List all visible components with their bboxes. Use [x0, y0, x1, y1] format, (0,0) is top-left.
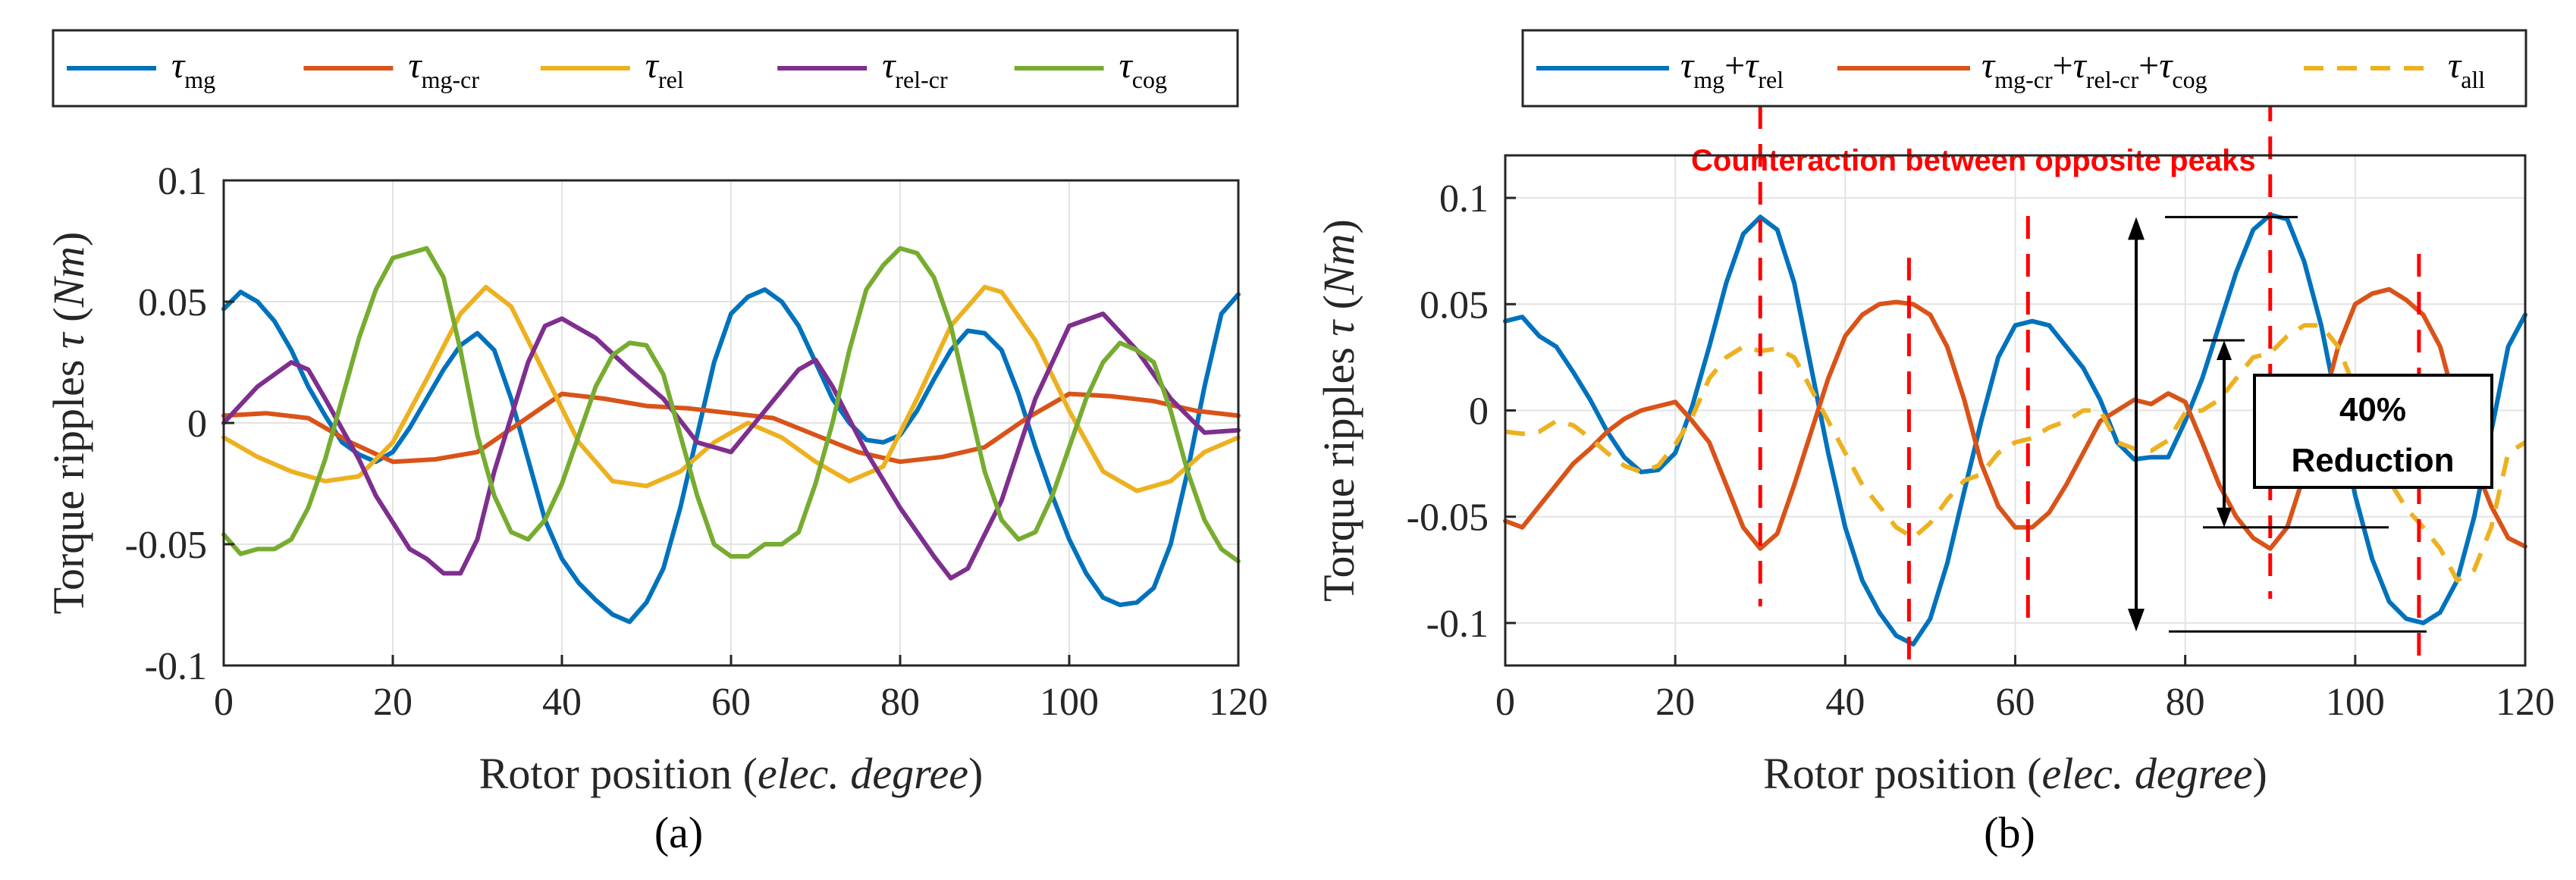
panel-b-x-axis-label: Rotor position (elec. degree): [1763, 749, 2267, 798]
panel-b-legend: τmg+τrel τmg-cr+τrel-cr+τcog τall: [1521, 29, 2527, 108]
panel-a-y-tick-label: 0.1: [158, 160, 207, 203]
panel-b-legend-label: τmg+τrel: [1680, 45, 1784, 93]
panel-a-series-line-3: [221, 284, 1241, 493]
panel-b-ticks: 0 20 40 60 80 100 120 0.1 0.05 0 -0.05 -0.1: [1407, 177, 2555, 724]
panel-b-series-line-3: [1504, 323, 2527, 583]
arrow-head-icon: [2217, 340, 2232, 360]
panel-a-series-line-2: [221, 391, 1241, 465]
panel-a-legend-label: τmg-cr: [408, 45, 479, 93]
panel-b-legend-label: τmg-cr+τrel-cr+τcog: [1981, 45, 2207, 93]
panel-a-legend-label: τrel: [645, 45, 684, 93]
reduction-label: Reduction: [2291, 442, 2454, 479]
panel-b-series-line-2: [1503, 287, 2527, 551]
panel-a-x-tick-label: 0: [214, 681, 234, 724]
reduction-percent: 40%: [2339, 391, 2406, 428]
panel-b-x-tick-label: 20: [1655, 681, 1695, 724]
panel-b-legend-label: τall: [2448, 45, 2485, 93]
panel-b-y-axis-label: Torque ripples τ (Nm): [1314, 219, 1363, 602]
arrow-head-icon: [2128, 609, 2145, 632]
panel-a-x-tick-label: 60: [711, 681, 751, 724]
panel-a-legend-label: τmg: [171, 45, 215, 93]
panel-b-x-tick-label: 0: [1495, 681, 1515, 724]
panel-a-x-tick-label: 40: [542, 681, 582, 724]
panel-b-annotations: Counteraction between opposite peaks 40% R…: [1691, 99, 2493, 667]
panel-a-series-line-1: [221, 287, 1241, 625]
panel-b-x-tick-label: 40: [1825, 681, 1865, 724]
panel-a-x-tick-label: 100: [1040, 681, 1099, 724]
panel-b-x-tick-label: 120: [2496, 681, 2555, 724]
panel-a-legend: τmg τmg-cr τrel τrel-cr τcog: [52, 29, 1239, 108]
panel-b-caption-label: (b): [1984, 808, 2035, 857]
panel-b-x-tick-label: 60: [1996, 681, 2035, 724]
panel-b-legend-box: [1521, 29, 2527, 108]
panel-b-series-line-1: [1503, 212, 2527, 647]
panel-a-caption-label: (a): [654, 808, 703, 857]
panel-a-series-line-4: [221, 312, 1241, 581]
panel-a-grid: [223, 180, 1239, 666]
panel-b-x-tick-label: 80: [2166, 681, 2205, 724]
panel-a-x-tick-label: 80: [880, 681, 920, 724]
panel-a-x-axis-label: Rotor position (elec. degree): [479, 749, 984, 798]
panel-b-x-tick-label: 100: [2326, 681, 2385, 724]
panel-b-y-tick-label: -0.05: [1407, 496, 1489, 540]
reduction-box: [2253, 374, 2493, 489]
panel-b: Counteraction between opposite peaks 40% R…: [1314, 29, 2555, 857]
panel-b-y-tick-label: 0.05: [1420, 283, 1489, 327]
panel-b-y-tick-label: -0.1: [1426, 603, 1489, 646]
panel-a-x-tick-label: 120: [1209, 681, 1268, 724]
panel-a-lines: [221, 246, 1241, 625]
arrow-head-icon: [2128, 217, 2145, 240]
panel-a-legend-label: τcog: [1119, 45, 1167, 93]
panel-a-ticks: 0 20 40 60 80 100 120 0.1 0.05 0 -0.05 -0.1: [125, 160, 1268, 724]
panel-b-y-tick-label: 0.1: [1439, 177, 1489, 221]
counteraction-title: Counteraction between opposite peaks: [1691, 144, 2256, 177]
panel-a-series-line-5: [221, 246, 1241, 564]
panel-a-legend-label: τrel-cr: [882, 45, 948, 93]
panel-a: 0 20 40 60 80 100 120 0.1 0.05 0 -0.05 -0.1 τmg τmg-…: [44, 29, 1268, 857]
panel-a-y-tick-label: -0.05: [125, 524, 207, 567]
arrow-head-icon: [2217, 507, 2232, 528]
panel-a-x-tick-label: 20: [373, 681, 413, 724]
panel-a-y-tick-label: 0: [187, 402, 207, 446]
panel-a-y-tick-label: 0.05: [138, 281, 207, 324]
panel-b-y-tick-label: 0: [1469, 390, 1489, 434]
panel-a-y-tick-label: -0.1: [145, 645, 207, 688]
panel-a-y-axis-label: Torque ripples τ (Nm): [44, 232, 93, 615]
panel-b-lines: [1503, 212, 2527, 647]
